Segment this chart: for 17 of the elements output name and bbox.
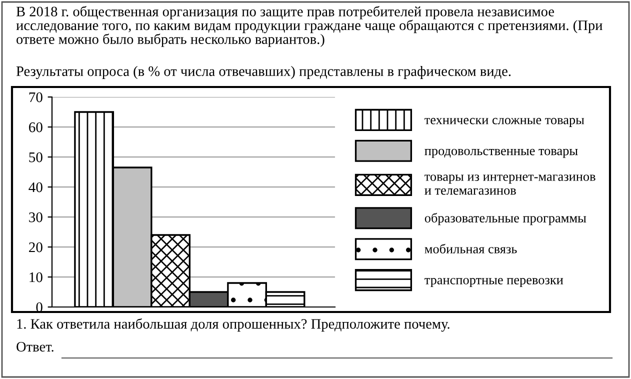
legend-label: продовольственные товары bbox=[424, 148, 578, 158]
y-tick-label: 20 bbox=[29, 242, 42, 252]
legend-label: образовательные программы bbox=[424, 212, 586, 226]
chart-subtitle: Результаты опроса (в % от числа отвечавших) представлены в графическом виде. bbox=[16, 66, 511, 80]
text: Ответ. bbox=[16, 342, 54, 352]
chart-title: В 2018 г. общественная организация по защите прав потребителей провела независимое исследование того, по каким видам продукции граждане чаще обращаются с претензиями. (При ответе можно было выбрать несколько вариантов.) bbox=[16, 6, 602, 47]
legend-label: мобильная связь bbox=[424, 244, 517, 254]
y-tick-label: 10 bbox=[30, 272, 42, 282]
y-tick-label: 30 bbox=[29, 212, 42, 222]
y-tick-label: 40 bbox=[28, 182, 42, 192]
legend-label: технически сложные товары bbox=[424, 118, 584, 127]
legend-label: товары из интернет-магазинов и телемагазинов bbox=[424, 174, 596, 195]
text: 1. Как ответила наибольшая доля опрошенных? Предположите почему. bbox=[17, 318, 450, 332]
y-tick-label: 50 bbox=[29, 152, 42, 162]
y-tick-label: 70 bbox=[29, 92, 42, 102]
y-tick-label: 60 bbox=[29, 122, 42, 132]
legend-label: транспортные перевозки bbox=[424, 278, 564, 288]
